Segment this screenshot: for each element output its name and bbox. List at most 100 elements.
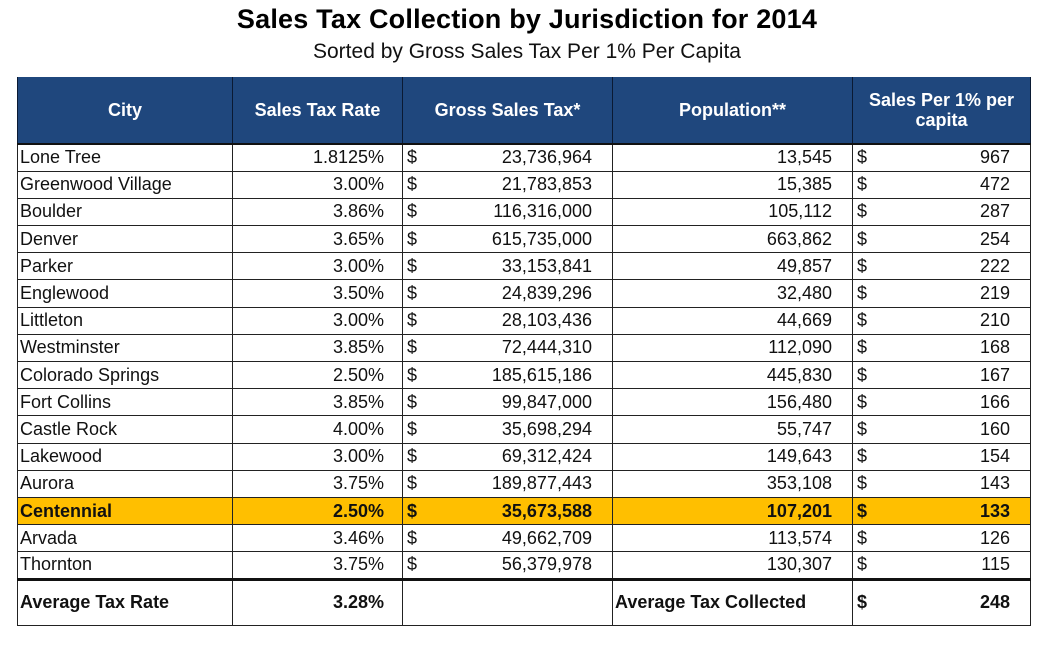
per-capita-amount: 143 (979, 473, 1010, 494)
per-capita-amount: 219 (979, 283, 1010, 304)
cell-gross: $33,153,841 (402, 252, 613, 281)
cell-gross: $56,379,978 (402, 551, 613, 580)
currency-symbol: $ (857, 473, 868, 494)
average-tax-rate-value: 3.28% (232, 577, 403, 626)
gross-amount: 24,839,296 (501, 283, 592, 304)
page-subtitle: Sorted by Gross Sales Tax Per 1% Per Cap… (313, 40, 741, 63)
table-row: Colorado Springs 2.50% $185,615,186 445,830… (17, 360, 1031, 390)
cell-per-capita: $160 (852, 415, 1031, 444)
cell-population: 445,830 (612, 360, 853, 390)
gross-amount: 99,847,000 (501, 391, 592, 412)
cell-population: 15,385 (612, 170, 853, 199)
cell-gross: $24,839,296 (402, 279, 613, 308)
cell-rate: 3.00% (232, 252, 403, 281)
cell-population: 44,669 (612, 306, 853, 335)
gross-amount: 615,735,000 (491, 228, 592, 249)
gross-amount: 189,877,443 (491, 473, 592, 494)
currency-symbol: $ (407, 337, 418, 358)
cell-rate: 3.86% (232, 197, 403, 227)
cell-gross: $49,662,709 (402, 524, 613, 553)
cell-gross: $185,615,186 (402, 360, 613, 390)
per-capita-amount: 254 (979, 228, 1010, 249)
cell-population: 149,643 (612, 442, 853, 471)
header-row: City Sales Tax Rate Gross Sales Tax* Pop… (17, 77, 1031, 144)
per-capita-amount: 967 (979, 147, 1010, 168)
currency-symbol: $ (857, 174, 868, 195)
cell-rate: 1.8125% (232, 142, 403, 172)
table-row: Boulder 3.86% $116,316,000 105,112 $287 (17, 197, 1031, 227)
cell-gross: $116,316,000 (402, 197, 613, 227)
cell-gross: $69,312,424 (402, 442, 613, 471)
cell-city: Boulder (17, 197, 233, 227)
table-row: Denver 3.65% $615,735,000 663,862 $254 (17, 225, 1031, 254)
cell-city: Castle Rock (17, 415, 233, 444)
cell-rate: 3.46% (232, 524, 403, 553)
currency-symbol: $ (407, 174, 418, 195)
table-row: Westminster 3.85% $72,444,310 112,090 $168 (17, 333, 1031, 363)
currency-symbol: $ (857, 201, 868, 222)
cell-population: 49,857 (612, 252, 853, 281)
cell-rate: 2.50% (232, 360, 403, 390)
cell-rate: 3.00% (232, 306, 403, 335)
cell-per-capita: $166 (852, 388, 1031, 417)
table-row: Fort Collins 3.85% $99,847,000 156,480 $166 (17, 388, 1031, 417)
gross-amount: 56,379,978 (501, 554, 592, 575)
cell-per-capita: $219 (852, 279, 1031, 308)
per-capita-amount: 287 (979, 201, 1010, 222)
per-capita-amount: 167 (979, 364, 1010, 385)
cell-city: Denver (17, 225, 233, 254)
currency-symbol: $ (407, 446, 418, 467)
gross-amount: 116,316,000 (493, 201, 592, 222)
cell-population: 113,574 (612, 524, 853, 553)
table-row: Lakewood 3.00% $69,312,424 149,643 $154 (17, 442, 1031, 471)
cell-per-capita: $287 (852, 197, 1031, 227)
table-row: Littleton 3.00% $28,103,436 44,669 $210 (17, 306, 1031, 335)
currency-symbol: $ (857, 592, 868, 612)
cell-city: Arvada (17, 524, 233, 553)
column-header-gross: Gross Sales Tax* (402, 77, 613, 144)
footer-row: Average Tax Rate 3.28% Average Tax Colle… (17, 577, 1031, 626)
per-capita-amount: 126 (979, 527, 1010, 548)
cell-rate: 4.00% (232, 415, 403, 444)
cell-population: 130,307 (612, 551, 853, 580)
cell-rate: 3.50% (232, 279, 403, 308)
cell-population: 105,112 (612, 197, 853, 227)
gross-amount: 28,103,436 (501, 310, 592, 331)
currency-symbol: $ (407, 228, 418, 249)
currency-symbol: $ (407, 527, 418, 548)
sales-tax-table: City Sales Tax Rate Gross Sales Tax* Pop… (17, 77, 1031, 626)
cell-population: 107,201 (612, 496, 853, 526)
currency-symbol: $ (407, 310, 418, 331)
currency-symbol: $ (857, 527, 868, 548)
cell-per-capita: $115 (852, 551, 1031, 580)
table-row: Parker 3.00% $33,153,841 49,857 $222 (17, 252, 1031, 281)
currency-symbol: $ (857, 418, 868, 439)
table-row: Castle Rock 4.00% $35,698,294 55,747 $160 (17, 415, 1031, 444)
gross-amount: 72,444,310 (501, 337, 592, 358)
average-tax-rate-label: Average Tax Rate (17, 577, 233, 626)
gross-amount: 33,153,841 (501, 255, 592, 276)
gross-amount: 35,698,294 (501, 418, 592, 439)
cell-population: 13,545 (612, 142, 853, 172)
cell-per-capita: $143 (852, 469, 1031, 498)
per-capita-amount: 210 (979, 310, 1010, 331)
cell-per-capita: $967 (852, 142, 1031, 172)
gross-amount: 69,312,424 (501, 446, 592, 467)
cell-rate: 3.00% (232, 442, 403, 471)
per-capita-amount: 133 (979, 500, 1010, 521)
cell-gross: $189,877,443 (402, 469, 613, 498)
currency-symbol: $ (407, 473, 418, 494)
cell-population: 353,108 (612, 469, 853, 498)
per-capita-amount: 160 (979, 418, 1010, 439)
cell-per-capita: $210 (852, 306, 1031, 335)
cell-gross: $72,444,310 (402, 333, 613, 363)
currency-symbol: $ (407, 283, 418, 304)
cell-population: 663,862 (612, 225, 853, 254)
cell-population: 112,090 (612, 333, 853, 363)
cell-gross: $23,736,964 (402, 142, 613, 172)
per-capita-amount: 472 (979, 174, 1010, 195)
currency-symbol: $ (407, 391, 418, 412)
currency-symbol: $ (857, 364, 868, 385)
table-row: Aurora 3.75% $189,877,443 353,108 $143 (17, 469, 1031, 498)
cell-population: 55,747 (612, 415, 853, 444)
